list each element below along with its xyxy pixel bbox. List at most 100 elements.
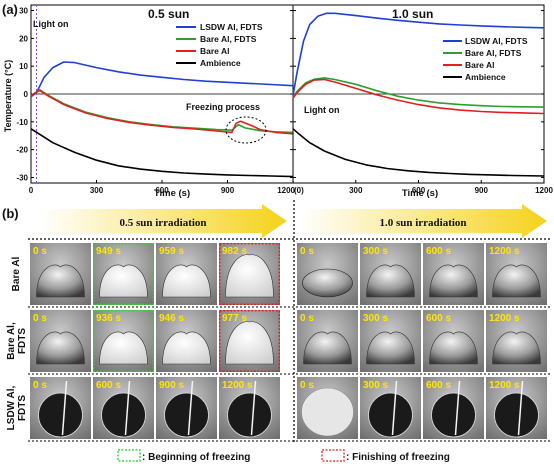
y-tick-label: 20 [19, 34, 28, 43]
legend-right-item-4: Ambience [465, 72, 506, 82]
droplet [36, 264, 85, 298]
finish-freezing-frame [218, 310, 280, 373]
y-tick-label: 30 [19, 7, 28, 16]
droplet-glare [250, 380, 257, 436]
droplet-glare [187, 380, 194, 436]
time-label: 900 s [159, 380, 184, 391]
droplet [225, 321, 274, 365]
y-tick-label: -20 [16, 146, 28, 155]
legend-left: LSDW Al, FDTS Bare Al, FDTS Bare Al Ambi… [176, 22, 263, 68]
series-line-right-2 [292, 77, 545, 108]
droplet [162, 331, 211, 365]
droplet-glare [454, 380, 461, 436]
light-on-annotation-left: Light on [33, 19, 69, 29]
droplet [36, 331, 85, 365]
droplet [301, 387, 354, 437]
x-tick-label-right: 900 [475, 186, 489, 195]
legend-left-item-1: LSDW Al, FDTS [200, 22, 263, 32]
y-tick-label: 10 [19, 62, 28, 71]
legend-right: LSDW Al, FDTS Bare Al, FDTS Bare Al Ambi… [443, 36, 528, 82]
time-label: 600 s [426, 380, 451, 391]
droplet-glare [61, 380, 68, 436]
row-label-3-line2: FDTS [17, 395, 28, 421]
panel-a-label: (a) [2, 2, 18, 17]
legend-begin-swatch [117, 449, 141, 462]
droplet [366, 264, 415, 298]
droplet [492, 331, 541, 365]
begin-freezing-frame [92, 242, 154, 305]
legend-finish-swatch [321, 449, 345, 462]
time-label: 936 s [96, 313, 121, 324]
panel-b-label: (b) [2, 206, 19, 221]
time-label: 0 s [300, 246, 314, 257]
time-label: 946 s [159, 313, 184, 324]
row-label-2-line2: FDTS [17, 328, 28, 354]
time-label: 0 s [300, 313, 314, 324]
time-label: 300 s [363, 380, 388, 391]
droplet [227, 392, 272, 438]
freezing-process-annotation: Freezing process [186, 102, 260, 112]
y-tick-label: -30 [16, 173, 28, 182]
chart-left: 0 300 600 900 1200 30 20 10 0 -10 -20 -30 [16, 4, 296, 195]
legend-left-item-4: Ambience [200, 58, 241, 68]
banner-arrow-right [300, 204, 547, 238]
droplet [302, 268, 353, 298]
time-label: 1200 s [489, 313, 520, 324]
droplet [366, 331, 415, 365]
row-label-3: LSDW Al, [6, 385, 17, 430]
time-label: 300 s [363, 246, 388, 257]
chart-right: 300 600 900 1200 (0) [292, 4, 553, 195]
series-line-left-1 [30, 61, 294, 98]
droplet [101, 392, 146, 438]
time-label: 300 s [363, 313, 388, 324]
x-tick-label-left: 900 [221, 186, 235, 195]
time-label: 959 s [159, 246, 184, 257]
photo-grid: Bare Al 0 s 949 s 959 s 982 s 0 s 300 s 600 s 12… [6, 242, 552, 442]
series-line-left-3 [30, 89, 294, 135]
time-label: 0 s [33, 313, 47, 324]
droplet [38, 392, 83, 438]
series-line-right-1 [292, 12, 545, 96]
time-label: 600 s [426, 313, 451, 324]
droplet-glare [391, 380, 398, 436]
droplet [368, 392, 413, 438]
legend-left-item-3: Bare Al [200, 46, 229, 56]
chart-title-right: 1.0 sun [392, 7, 433, 21]
legend-begin-text: : Beginning of freezing [142, 452, 250, 463]
row-label-2: Bare Al, [6, 322, 17, 360]
droplet [99, 264, 148, 298]
freezing-process-ellipse [225, 116, 267, 144]
time-label: 600 s [96, 380, 121, 391]
y-tick-label: 0 [24, 90, 29, 99]
x-tick-label-left: 600 [155, 186, 169, 195]
time-label: 1200 s [222, 380, 253, 391]
begin-freezing-frame [92, 310, 154, 373]
x-tick-label-left: 0 [29, 186, 34, 195]
x-tick-label-left: 1200 [277, 186, 295, 195]
series-line-right-4 [292, 128, 545, 177]
banner-arrow-left [40, 204, 287, 238]
droplet [225, 254, 274, 298]
x-axis-label-left: Time (s) [154, 188, 190, 199]
time-label: 1200 s [489, 380, 520, 391]
time-label: 0 s [300, 380, 314, 391]
droplet [303, 331, 352, 365]
droplet [429, 331, 478, 365]
legend-right-item-1: LSDW Al, FDTS [465, 36, 528, 46]
y-axis-label: Temperature (°C) [3, 60, 13, 132]
legend-left-item-2: Bare Al, FDTS [200, 34, 257, 44]
droplet [431, 392, 476, 438]
legend-right-item-2: Bare Al, FDTS [465, 48, 522, 58]
droplet-glare [517, 380, 524, 436]
time-label: 949 s [96, 246, 121, 257]
y-tick-label: -10 [16, 118, 28, 127]
legend-finish-text: : Finishing of freezing [346, 452, 450, 463]
x-axis-label-right: Time (s) [402, 188, 438, 199]
time-label: 0 s [33, 246, 47, 257]
banner-left-text: 0.5 sun irradiation [119, 217, 206, 229]
droplet [99, 331, 148, 365]
x-tick-label-right: (0) [294, 186, 304, 195]
chart-title-left: 0.5 sun [148, 7, 189, 21]
time-label: 600 s [426, 246, 451, 257]
